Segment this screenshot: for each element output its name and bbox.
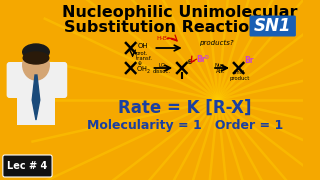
FancyBboxPatch shape bbox=[43, 62, 67, 98]
Text: SN1: SN1 bbox=[254, 17, 292, 35]
Text: Nuc.
Att.: Nuc. Att. bbox=[215, 63, 227, 74]
Text: $\overset{\oplus}{\mathrm{O}}$H$_2$: $\overset{\oplus}{\mathrm{O}}$H$_2$ bbox=[136, 60, 151, 76]
Text: ..: .. bbox=[137, 41, 139, 45]
FancyBboxPatch shape bbox=[7, 62, 31, 98]
Text: Nucleophilic Unimolecular: Nucleophilic Unimolecular bbox=[62, 5, 298, 20]
Text: LG
dissoc.: LG dissoc. bbox=[153, 63, 171, 74]
Ellipse shape bbox=[23, 44, 49, 60]
Text: final
product: final product bbox=[229, 70, 250, 81]
Text: $\oplus$: $\oplus$ bbox=[186, 57, 193, 66]
Text: Br: Br bbox=[196, 55, 205, 64]
Text: $\ominus$: $\ominus$ bbox=[203, 53, 209, 61]
FancyBboxPatch shape bbox=[3, 155, 52, 177]
Ellipse shape bbox=[23, 50, 49, 80]
Text: Molecularity = 1   Order = 1: Molecularity = 1 Order = 1 bbox=[86, 118, 283, 132]
Text: Lec # 4: Lec # 4 bbox=[7, 161, 48, 171]
Text: OH: OH bbox=[137, 43, 148, 49]
Text: Rate = K [R-X]: Rate = K [R-X] bbox=[118, 99, 252, 117]
Polygon shape bbox=[32, 75, 40, 120]
Text: Br: Br bbox=[244, 56, 254, 65]
Text: Substitution Reactions: Substitution Reactions bbox=[64, 20, 271, 35]
FancyBboxPatch shape bbox=[250, 15, 296, 37]
Ellipse shape bbox=[23, 52, 49, 64]
Text: products?: products? bbox=[199, 40, 234, 46]
FancyBboxPatch shape bbox=[17, 70, 55, 125]
Text: prot.
transf.: prot. transf. bbox=[135, 51, 152, 61]
Text: H-Br: H-Br bbox=[156, 36, 170, 41]
